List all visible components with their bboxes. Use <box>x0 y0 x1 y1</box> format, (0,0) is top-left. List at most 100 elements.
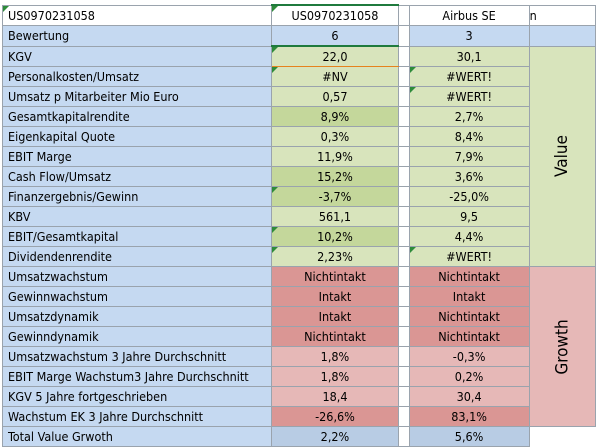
header-company1-cell[interactable]: US0970231058 <box>271 4 399 26</box>
column-gap <box>397 386 410 407</box>
company2-value-cell[interactable]: 5,6% <box>408 426 530 447</box>
row-label-cell[interactable]: Finanzergebnis/Gewinn <box>1 186 273 207</box>
row-label-cell[interactable]: Umsatzwachstum <box>1 266 273 287</box>
header-company2-cell[interactable]: Airbus SE <box>408 4 530 26</box>
header-isin-cell[interactable]: US0970231058 <box>1 4 273 26</box>
table-row: Gewinnwachstum Intakt Intakt <box>1 286 596 307</box>
row-label-cell[interactable]: KBV <box>1 206 273 227</box>
company1-value-cell[interactable]: 10,2% <box>271 226 399 247</box>
company1-value-cell[interactable]: 2,23% <box>271 246 399 267</box>
side-empty-cell <box>528 25 596 47</box>
column-gap <box>397 126 410 147</box>
company2-value-cell[interactable]: Nichtintakt <box>408 326 530 347</box>
company2-value-cell[interactable]: 3 <box>408 25 530 47</box>
value-section-label: Value <box>528 45 596 267</box>
company1-value-cell[interactable]: 8,9% <box>271 106 399 127</box>
header-extra-cell[interactable]: n <box>528 4 596 26</box>
row-label-cell[interactable]: Total Value Grwoth <box>1 426 273 447</box>
row-label-cell[interactable]: Umsatz p Mitarbeiter Mio Euro <box>1 86 273 107</box>
table-row: Wachstum EK 3 Jahre Durchschnitt -26,6% 83… <box>1 406 596 427</box>
table-row: KBV 561,1 9,5 <box>1 206 596 227</box>
company2-value-cell[interactable]: 30,4 <box>408 386 530 407</box>
column-gap <box>397 406 410 427</box>
company1-value-cell[interactable]: 18,4 <box>271 386 399 407</box>
company2-value-cell[interactable]: 4,4% <box>408 226 530 247</box>
column-gap <box>397 266 410 287</box>
scroll-edge <box>542 428 584 444</box>
row-label-cell[interactable]: Wachstum EK 3 Jahre Durchschnitt <box>1 406 273 427</box>
company1-value-cell[interactable]: 0,57 <box>271 86 399 107</box>
company1-value-cell[interactable]: 6 <box>271 25 399 47</box>
table-row: EBIT Marge 11,9% 7,9% <box>1 146 596 167</box>
column-gap <box>397 246 410 267</box>
company2-value-cell[interactable]: -25,0% <box>408 186 530 207</box>
company1-value-cell[interactable]: 0,3% <box>271 126 399 147</box>
table-row: Umsatzwachstum Nichtintakt Nichtintakt Grow… <box>1 266 596 427</box>
table-row: Umsatz p Mitarbeiter Mio Euro 0,57 #WERT! <box>1 86 596 107</box>
company1-value-cell[interactable]: Nichtintakt <box>271 326 399 347</box>
table-row: EBIT/Gesamtkapital 10,2% 4,4% <box>1 226 596 247</box>
company1-value-cell[interactable]: Intakt <box>271 286 399 307</box>
company2-value-cell[interactable]: #WERT! <box>408 86 530 107</box>
column-gap <box>397 286 410 307</box>
growth-section-text: Growth <box>552 318 573 375</box>
company1-value-cell[interactable]: 11,9% <box>271 146 399 167</box>
company2-value-cell[interactable]: 8,4% <box>408 126 530 147</box>
company2-value-cell[interactable]: 2,7% <box>408 106 530 127</box>
column-gap <box>397 146 410 167</box>
company1-value-cell[interactable]: 15,2% <box>271 166 399 187</box>
company2-value-cell[interactable]: 0,2% <box>408 366 530 387</box>
company1-value-cell[interactable]: -3,7% <box>271 186 399 207</box>
table-row: Gewinndynamik Nichtintakt Nichtintakt <box>1 326 596 347</box>
column-gap <box>397 45 410 67</box>
company2-value-cell[interactable]: Nichtintakt <box>408 306 530 327</box>
company1-value-cell[interactable]: 561,1 <box>271 206 399 227</box>
row-label-cell[interactable]: Gesamtkapitalrendite <box>1 106 273 127</box>
company2-value-cell[interactable]: Intakt <box>408 286 530 307</box>
company2-value-cell[interactable]: Nichtintakt <box>408 266 530 287</box>
row-label-cell[interactable]: Eigenkapital Quote <box>1 126 273 147</box>
table-row: Finanzergebnis/Gewinn -3,7% -25,0% <box>1 186 596 207</box>
company2-value-cell[interactable]: #WERT! <box>408 66 530 87</box>
company1-value-cell[interactable]: 1,8% <box>271 346 399 367</box>
row-label-cell[interactable]: Cash Flow/Umsatz <box>1 166 273 187</box>
table-row: Eigenkapital Quote 0,3% 8,4% <box>1 126 596 147</box>
row-label-cell[interactable]: Gewinndynamik <box>1 326 273 347</box>
row-label-cell[interactable]: KGV <box>1 45 273 67</box>
column-gap <box>397 366 410 387</box>
company1-value-cell[interactable]: 1,8% <box>271 366 399 387</box>
column-gap <box>397 66 410 87</box>
row-label-cell[interactable]: EBIT Marge Wachstum3 Jahre Durchschnitt <box>1 366 273 387</box>
row-label-cell[interactable]: EBIT Marge <box>1 146 273 167</box>
table-row: Gesamtkapitalrendite 8,9% 2,7% <box>1 106 596 127</box>
column-gap <box>397 306 410 327</box>
company1-value-cell[interactable]: #NV <box>271 66 399 87</box>
row-label-cell[interactable]: Umsatzdynamik <box>1 306 273 327</box>
company2-value-cell[interactable]: 3,6% <box>408 166 530 187</box>
row-label-cell[interactable]: EBIT/Gesamtkapital <box>1 226 273 247</box>
header-company2-label: Airbus SE <box>442 7 496 23</box>
column-gap <box>397 326 410 347</box>
company2-value-cell[interactable]: 30,1 <box>408 45 530 67</box>
company2-value-cell[interactable]: 83,1% <box>408 406 530 427</box>
company1-value-cell[interactable]: -26,6% <box>271 406 399 427</box>
row-label-cell[interactable]: KGV 5 Jahre fortgeschrieben <box>1 386 273 407</box>
row-label-cell[interactable]: Gewinnwachstum <box>1 286 273 307</box>
table-row: Dividendenrendite 2,23% #WERT! <box>1 246 596 267</box>
company2-value-cell[interactable]: #WERT! <box>408 246 530 267</box>
company2-value-cell[interactable]: -0,3% <box>408 346 530 367</box>
row-label-cell[interactable]: Personalkosten/Umsatz <box>1 66 273 87</box>
company2-value-cell[interactable]: 7,9% <box>408 146 530 167</box>
row-label-cell[interactable]: Bewertung <box>1 25 273 47</box>
company1-value-cell[interactable]: Intakt <box>271 306 399 327</box>
column-gap <box>397 86 410 107</box>
row-label-cell[interactable]: Umsatzwachstum 3 Jahre Durchschnitt <box>1 346 273 367</box>
company1-value-cell[interactable]: Nichtintakt <box>271 266 399 287</box>
table-row: Total Value Grwoth 2,2% 5,6% <box>1 426 596 447</box>
company2-value-cell[interactable]: 9,5 <box>408 206 530 227</box>
table-row: Personalkosten/Umsatz #NV #WERT! <box>1 66 596 87</box>
company1-value-cell[interactable]: 22,0 <box>271 45 399 67</box>
company1-value-cell[interactable]: 2,2% <box>271 426 399 447</box>
row-label-cell[interactable]: Dividendenrendite <box>1 246 273 267</box>
column-gap <box>397 186 410 207</box>
